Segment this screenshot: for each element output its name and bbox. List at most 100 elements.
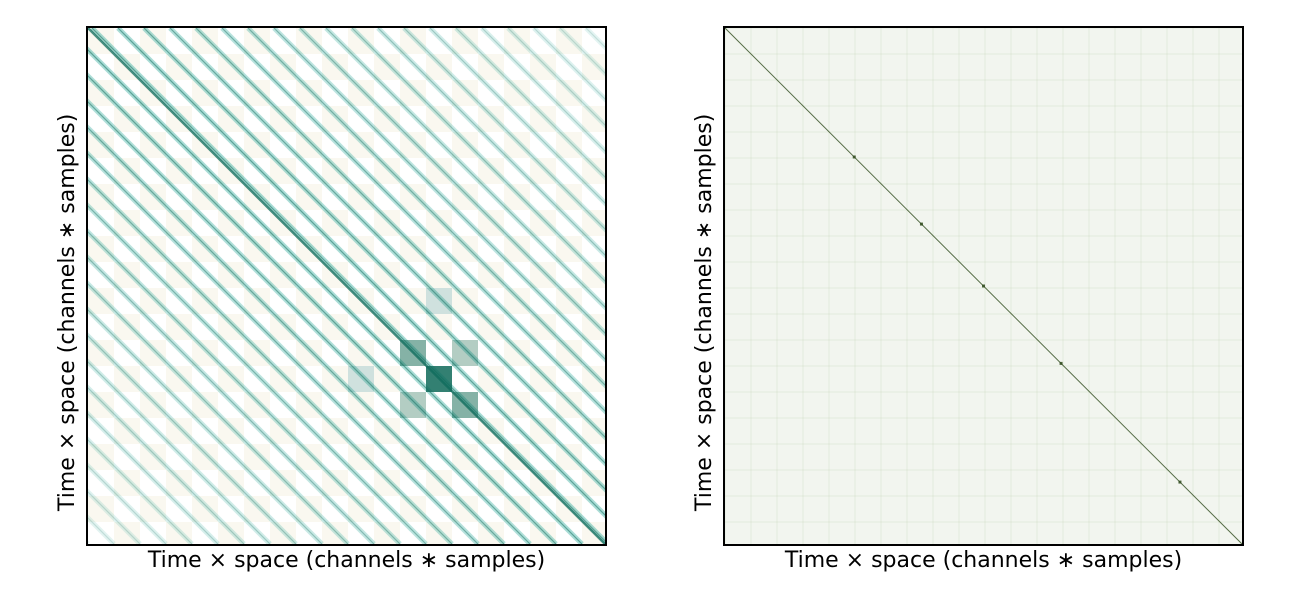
left-x-axis-label: Time × space (channels ∗ samples) [147,548,546,573]
left-heatmap-cell [426,314,452,340]
left-heatmap-cell [556,444,582,470]
left-heatmap-cell [322,522,348,544]
left-heatmap-cell [582,54,605,80]
left-heatmap-cell [192,392,218,418]
left-heatmap-stripe [88,254,376,544]
left-heatmap-cell [296,340,322,366]
left-heatmap-cell [374,262,400,288]
left-heatmap-cell [88,80,114,106]
left-heatmap-cell [140,132,166,158]
left-heatmap-stripe [272,28,605,363]
left-heatmap-stripe-core [88,179,453,544]
left-heatmap-stripe-core [455,28,605,178]
left-heatmap-cell [88,288,114,314]
left-heatmap-stripe-core [88,257,375,544]
left-heatmap-cell [504,496,530,522]
left-heatmap-cell [114,522,140,544]
right-heatmap-diagonal-spot [982,284,985,288]
left-heatmap-cell [218,418,244,444]
left-heatmap-cell [296,496,322,522]
left-heatmap-cell [426,106,452,132]
left-heatmap-cell [218,210,244,236]
left-heatmap-cell [478,366,504,392]
left-heatmap-cell [270,314,296,340]
left-heatmap-cell [322,366,348,392]
left-heatmap-cell [582,314,605,340]
left-heatmap-stripe [402,28,605,233]
left-heatmap-cell [270,54,296,80]
left-heatmap-cell [426,470,452,496]
left-heatmap-cell [348,80,374,106]
left-heatmap-cell [322,54,348,80]
left-heatmap-cell [218,366,244,392]
left-heatmap-cell [348,496,374,522]
left-heatmap-stripe-core [88,49,583,544]
left-heatmap-stripe [428,28,605,207]
left-heatmap-cell [426,54,452,80]
left-heatmap-cell [296,28,322,54]
left-heatmap-cell [322,210,348,236]
left-heatmap-stripe [454,28,605,181]
left-heatmap-cell [374,158,400,184]
left-heatmap-cell [244,444,270,470]
left-heatmap-cell [374,522,400,544]
left-heatmap-stripe-core [88,101,531,544]
left-heatmap-cell [114,106,140,132]
left-heatmap-cell [270,366,296,392]
left-heatmap-cell [530,522,556,544]
left-heatmap-cell [270,158,296,184]
left-heatmap-cell [270,470,296,496]
left-heatmap-cell [400,496,426,522]
left-heatmap-cell [296,288,322,314]
left-heatmap-cell [582,210,605,236]
left-heatmap-stripe [88,410,220,544]
left-heatmap-stripe [194,28,605,441]
left-heatmap-cell [166,366,192,392]
left-heatmap-cell [556,132,582,158]
left-heatmap-cell [426,158,452,184]
left-heatmap-stripe-core [88,75,557,544]
left-heatmap-stripe [324,28,605,311]
left-heatmap-cell [166,262,192,288]
left-heatmap-cell [140,340,166,366]
left-heatmap-cell [140,236,166,262]
left-heatmap-cell [478,314,504,340]
left-heatmap-stripe [88,280,350,544]
left-heatmap-stripe [88,384,246,544]
left-heatmap-cell [530,54,556,80]
left-heatmap-cell [504,80,530,106]
left-heatmap-stripe-core [195,28,605,438]
left-heatmap-stripe-core [325,28,605,308]
left-heatmap-cell [348,444,374,470]
right-heatmap-diagonal-spot [1178,480,1182,484]
left-heatmap-cell [114,158,140,184]
left-heatmap-cell [218,522,244,544]
left-heatmap-cell [582,158,605,184]
left-heatmap-cell [452,444,478,470]
left-heatmap-stripe [220,28,605,415]
left-heatmap-cell [374,470,400,496]
left-heatmap-stripe-core [88,361,271,544]
left-heatmap-cell [452,28,478,54]
left-heatmap-cell [504,340,530,366]
left-heatmap-stripe-core [221,28,605,412]
left-heatmap-cell [114,262,140,288]
left-heatmap-cell [88,236,114,262]
left-heatmap-cell [166,158,192,184]
left-heatmap-stripe-core [377,28,605,256]
left-heatmap-svg [88,28,605,544]
left-heatmap-cell [192,80,218,106]
left-heatmap-cell [296,80,322,106]
left-heatmap-stripe-core [403,28,605,230]
left-heatmap-stripe-core [88,439,193,544]
left-heatmap-cell [218,54,244,80]
left-heatmap-cell [88,444,114,470]
left-heatmap-cell [556,288,582,314]
left-heatmap-cell [166,418,192,444]
left-heatmap-cell [478,210,504,236]
left-heatmap-cell [88,340,114,366]
left-heatmap-cell [478,158,504,184]
left-heatmap-stripe-core [88,335,297,544]
left-heatmap-cell [400,444,426,470]
left-heatmap-cell [582,262,605,288]
